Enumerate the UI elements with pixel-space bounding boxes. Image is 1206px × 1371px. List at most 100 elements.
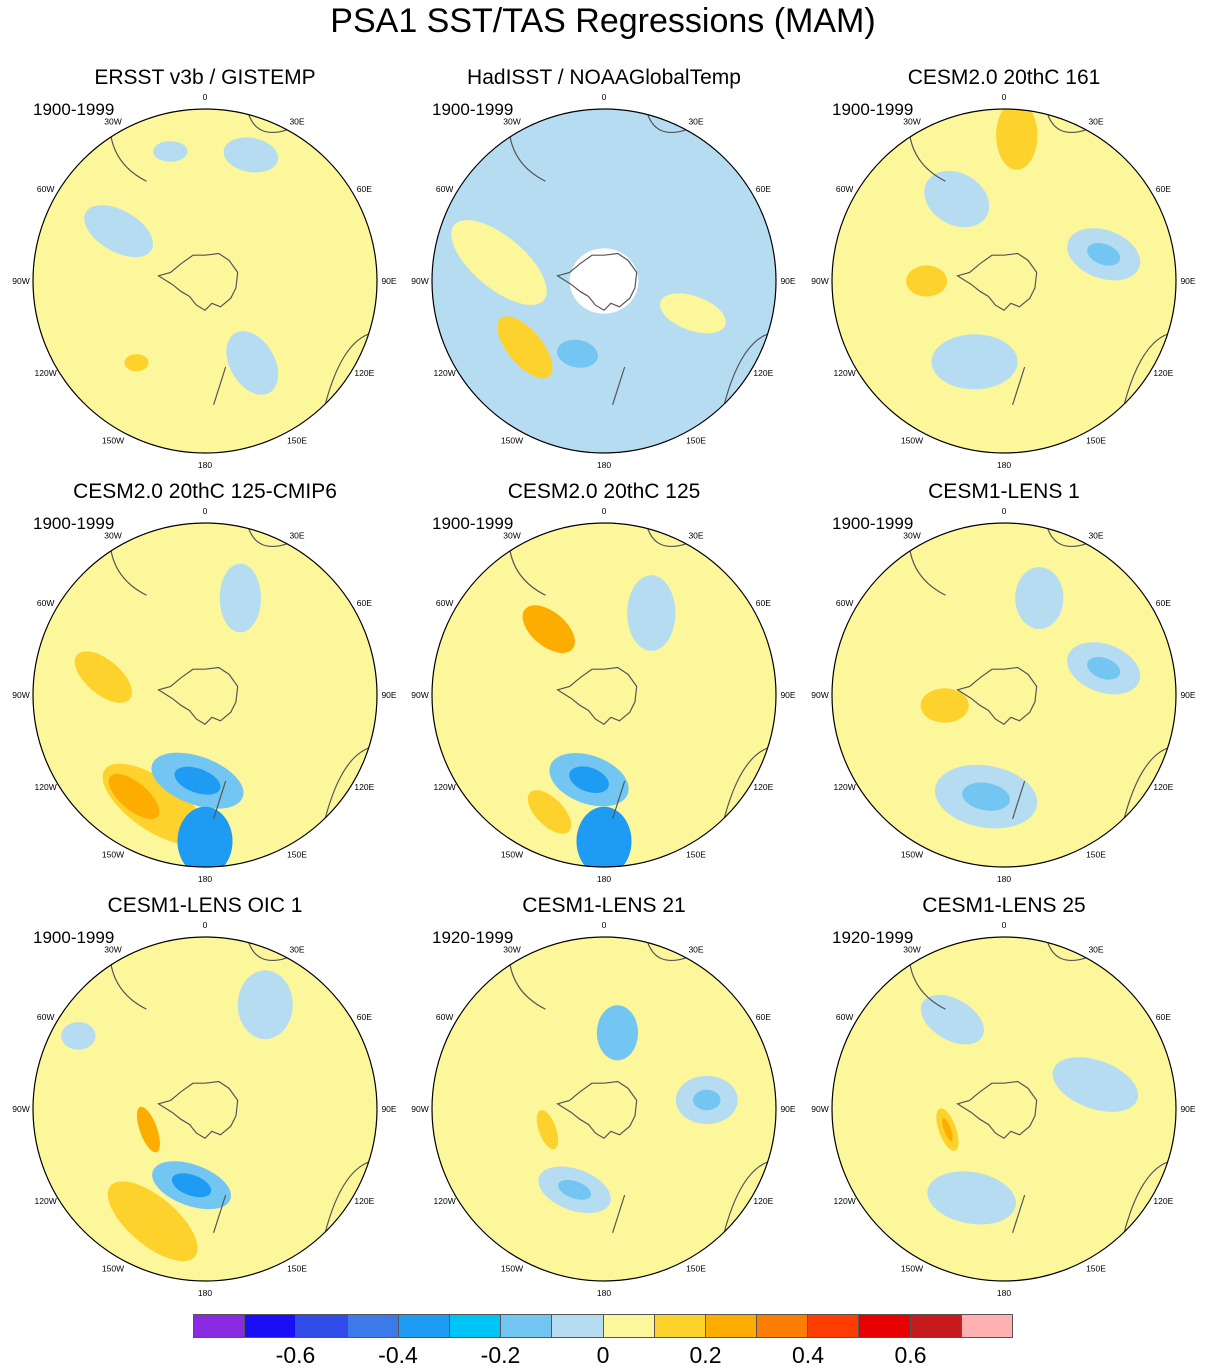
longitude-label: 60E [1156, 184, 1171, 194]
anomaly-region [920, 688, 969, 723]
anomaly-region [107, 1181, 198, 1262]
anomaly-region [84, 205, 153, 258]
colorbar-swatch [961, 1315, 1012, 1337]
longitude-label: 60W [836, 184, 853, 194]
panel-title: CESM1-LENS 21 [522, 894, 686, 917]
map-panel: 0 30E 60E 90E 120E 150E 180 150W 120W 90W 60W 30W ER… [5, 66, 405, 478]
longitude-label: 30E [688, 117, 703, 127]
africa-coastline [1046, 940, 1087, 962]
new-zealand-coastline [612, 366, 626, 406]
colorbar-swatch [347, 1315, 399, 1337]
longitude-label: 30E [688, 531, 703, 541]
longitude-label: 120W [834, 368, 856, 378]
longitude-label: 0 [1002, 920, 1007, 930]
antarctica-coastline [157, 252, 239, 311]
map-panel: 0 30E 60E 90E 120E 150E 180 150W 120W 90W 60W 30W CE… [804, 894, 1204, 1306]
longitude-label: 90W [811, 690, 828, 700]
longitude-label: 90E [381, 276, 396, 286]
anomaly-region [237, 970, 293, 1040]
longitude-label: 180 [198, 874, 212, 884]
colorbar-tick-label: -0.2 [480, 1342, 521, 1368]
colorbar-tick-label: 0.4 [792, 1342, 824, 1368]
longitude-label: 90W [12, 1104, 29, 1114]
map-panel: 0 30E 60E 90E 120E 150E 180 150W 120W 90W 60W 30W CE… [804, 66, 1204, 478]
longitude-label: 30E [688, 945, 703, 955]
longitude-label: 150W [102, 1263, 124, 1273]
map-border [831, 936, 1177, 1282]
longitude-label: 0 [602, 506, 607, 516]
map-background [832, 523, 1176, 867]
antarctica-coastline [956, 666, 1038, 725]
longitude-label: 120W [434, 782, 456, 792]
longitude-label: 0 [203, 506, 208, 516]
longitude-label: 150E [287, 435, 307, 445]
longitude-label: 150W [901, 849, 923, 859]
antarctica-coastline [956, 252, 1038, 311]
anomaly-region [61, 1022, 96, 1050]
longitude-label: 90W [411, 690, 428, 700]
new-zealand-coastline [1012, 366, 1026, 406]
longitude-label: 90E [1180, 276, 1195, 286]
longitude-label: 180 [198, 1288, 212, 1298]
longitude-label: 0 [203, 920, 208, 930]
colorbar-tick-label: 0.6 [894, 1342, 927, 1368]
colorbar-swatch [654, 1315, 706, 1337]
longitude-label: 30E [1088, 945, 1103, 955]
colorbar-swatch [296, 1315, 348, 1337]
africa-coastline [247, 940, 288, 962]
longitude-label: 90W [811, 1104, 828, 1114]
anomaly-region [596, 1005, 639, 1061]
anomaly-region [536, 1109, 559, 1150]
longitude-label: 120W [834, 782, 856, 792]
panel-period: 1900-1999 [33, 514, 115, 533]
longitude-label: 180 [997, 1288, 1011, 1298]
new-zealand-coastline [213, 1194, 227, 1234]
panel-title: CESM1-LENS 1 [928, 480, 1080, 503]
longitude-label: 90E [780, 1104, 795, 1114]
africa-coastline [1046, 526, 1087, 548]
panel-period: 1920-1999 [832, 928, 914, 947]
longitude-label: 30W [104, 531, 121, 541]
longitude-label: 120W [434, 1196, 456, 1206]
longitude-label: 30W [503, 117, 520, 127]
map-panel: 0 30E 60E 90E 120E 150E 180 150W 120W 90W 60W 30W CE… [404, 480, 804, 892]
polar-map: 0 30E 60E 90E 120E 150E 180 150W 120W 90W 60W 30W [12, 506, 397, 884]
anomaly-region [962, 782, 1010, 811]
longitude-label: 90W [811, 276, 828, 286]
map-panel: 0 30E 60E 90E 120E 150E 180 150W 120W 90W 60W 30W CE… [404, 894, 804, 1306]
longitude-label: 150W [501, 849, 523, 859]
longitude-label: 30W [903, 531, 920, 541]
colorbar-swatch [603, 1315, 655, 1337]
longitude-label: 60E [357, 598, 372, 608]
colorbar-swatch [245, 1315, 297, 1337]
longitude-label: 150W [501, 435, 523, 445]
anomaly-region [905, 265, 948, 297]
longitude-label: 90E [780, 690, 795, 700]
anomaly-region [177, 806, 233, 867]
longitude-label: 120E [1153, 368, 1173, 378]
colorbar-swatch [757, 1315, 809, 1337]
longitude-label: 30W [903, 945, 920, 955]
polar-map: 0 30E 60E 90E 120E 150E 180 150W 120W 90W 60W 30W [411, 920, 796, 1298]
map-border [431, 108, 777, 454]
longitude-label: 30W [903, 117, 920, 127]
longitude-label: 180 [198, 460, 212, 470]
panel-title: HadISST / NOAAGlobalTemp [467, 66, 741, 89]
new-zealand-coastline [612, 780, 626, 820]
map-panel: 0 30E 60E 90E 120E 150E 180 150W 120W 90W 60W 30W CE… [5, 894, 405, 1306]
anomaly-region [996, 109, 1038, 170]
map-border [32, 108, 378, 454]
map-panel: 0 30E 60E 90E 120E 150E 180 150W 120W 90W 60W 30W CE… [5, 480, 405, 892]
anomaly-region [171, 1173, 212, 1198]
anomaly-region [569, 248, 639, 314]
panel-title: CESM2.0 20thC 125 [507, 480, 701, 503]
colorbar-tick-label: 0 [596, 1342, 610, 1368]
panel-title: CESM1-LENS OIC 1 [107, 894, 303, 917]
anomaly-region [931, 334, 1018, 390]
longitude-label: 60E [1156, 1012, 1171, 1022]
longitude-label: 90W [12, 276, 29, 286]
longitude-label: 150W [901, 435, 923, 445]
panel-period: 1900-1999 [832, 100, 914, 119]
longitude-label: 120E [753, 782, 773, 792]
longitude-label: 60W [836, 598, 853, 608]
